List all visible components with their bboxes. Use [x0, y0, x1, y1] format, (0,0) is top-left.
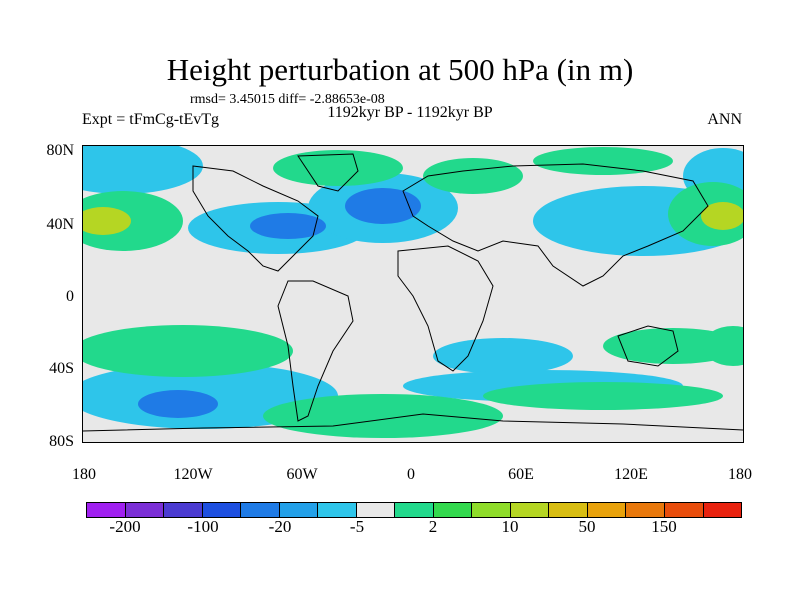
x-tick-label: 120E	[614, 466, 648, 483]
colorbar-label: 2	[428, 517, 438, 536]
plot-title: Height perturbation at 500 hPa (in m)	[166, 52, 634, 87]
colorbar-box	[87, 503, 126, 517]
x-tick-label: 60E	[508, 466, 534, 483]
period-label: 1192kyr BP - 1192kyr BP	[327, 104, 493, 121]
colorbar-box	[472, 503, 511, 517]
colorbar-label: -100	[187, 517, 219, 536]
season-label: ANN	[707, 111, 742, 128]
colorbar-box	[433, 503, 473, 517]
colorbar-box	[356, 503, 396, 517]
colorbar-label: -5	[349, 517, 365, 536]
colorbar-label: -20	[268, 517, 292, 536]
colorbar-box	[279, 503, 319, 517]
y-tick-label: 0	[66, 288, 74, 305]
experiment-label: Expt = tFmCg-tEvTg	[82, 111, 220, 128]
colorbar-box	[510, 503, 550, 517]
coastlines	[83, 153, 743, 432]
colorbar-box	[318, 503, 357, 517]
colorbar-box	[202, 503, 242, 517]
colorbar-box	[587, 503, 627, 517]
negative-anomaly-blue	[138, 188, 421, 418]
x-tick-label: 60W	[286, 466, 318, 483]
rmsd-diff-stats: rmsd= 3.45015 diff= -2.88653e-08	[190, 92, 385, 107]
map-svg	[83, 146, 743, 438]
colorbar-box	[125, 503, 165, 517]
y-tick-label: 80N	[46, 142, 74, 159]
colorbar-label: -200	[109, 517, 141, 536]
colorbar-box	[549, 503, 588, 517]
colorbar-box	[664, 503, 704, 517]
colorbar-box	[164, 503, 203, 517]
x-tick-label: 180	[728, 466, 752, 483]
x-tick-label: 120W	[173, 466, 213, 483]
map-plot-area	[82, 145, 744, 443]
positive-anomaly-green	[83, 147, 743, 438]
colorbar-label: 150	[651, 517, 677, 536]
colorbar-box	[241, 503, 280, 517]
colorbar-box	[395, 503, 434, 517]
colorbar-label: 10	[501, 517, 519, 536]
y-tick-label: 80S	[49, 433, 74, 450]
x-tick-label: 180	[72, 466, 96, 483]
colorbar	[86, 502, 742, 518]
y-tick-label: 40N	[46, 216, 74, 233]
colorbar-box	[626, 503, 665, 517]
colorbar-label: 50	[578, 517, 596, 536]
y-tick-label: 40S	[49, 360, 74, 377]
x-tick-label: 0	[407, 466, 415, 483]
colorbar-box	[703, 503, 742, 517]
positive-anomaly-yellow	[83, 202, 743, 235]
